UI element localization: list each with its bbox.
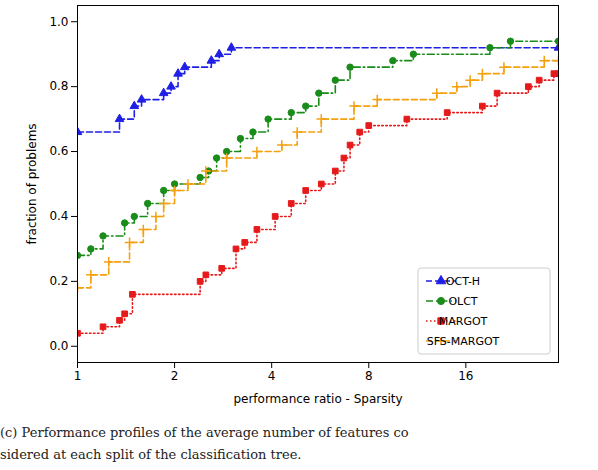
svg-text:fraction of problems: fraction of problems [25, 123, 39, 244]
html-text:sidered at each split of the c: sidered at each split of the classificat… [0, 447, 302, 462]
svg-text:0.8: 0.8 [49, 79, 68, 93]
svg-text:1: 1 [74, 369, 82, 383]
svg-text:OLCT: OLCT [448, 295, 477, 308]
svg-text:2: 2 [171, 369, 179, 383]
svg-text:0.6: 0.6 [49, 144, 68, 158]
svg-text:8: 8 [365, 369, 373, 383]
svg-text:16: 16 [458, 369, 473, 383]
svg-text:performance ratio - Sparsity: performance ratio - Sparsity [233, 392, 402, 406]
html-text:(c) Performance profiles of th: (c) Performance profiles of the average … [0, 425, 409, 440]
svg-text:1.0: 1.0 [49, 15, 68, 29]
svg-text:0.4: 0.4 [49, 209, 68, 223]
svg-text:0.0: 0.0 [49, 339, 68, 353]
svg-text:SFS-MARGOT: SFS-MARGOT [427, 335, 500, 348]
svg-text:4: 4 [268, 369, 276, 383]
svg-text:MARGOT: MARGOT [439, 315, 488, 328]
svg-text:OCT-H: OCT-H [446, 275, 480, 288]
svg-text:0.2: 0.2 [49, 274, 68, 288]
